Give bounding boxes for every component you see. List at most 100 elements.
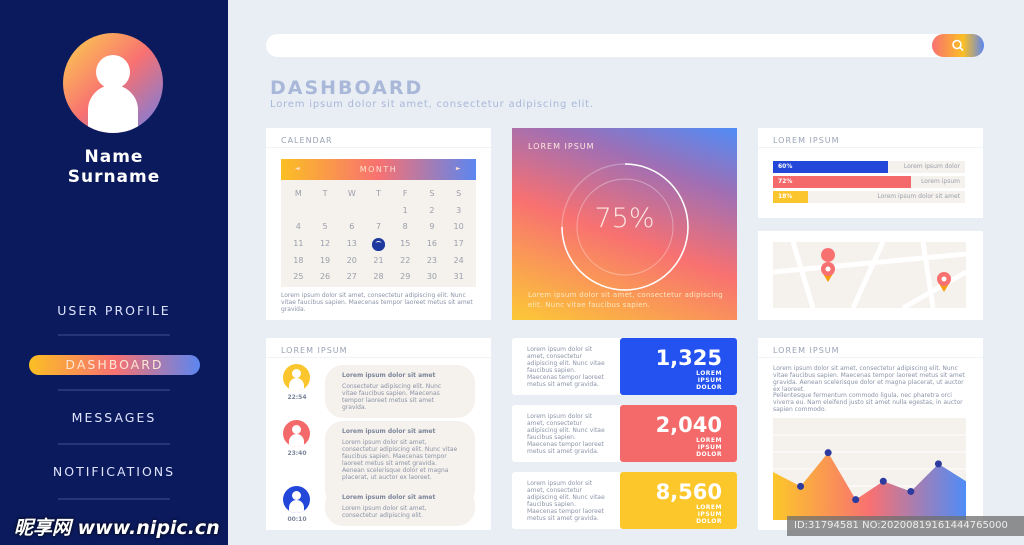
stat-card: Lorem ipsum dolor sit amet, consectetur … — [512, 405, 737, 462]
calendar-empty — [338, 204, 365, 219]
calendar-day[interactable]: 30 — [426, 272, 438, 282]
message-body: Consectetur adipiscing elit. Nunc vitae … — [342, 383, 442, 411]
calendar-day[interactable]: 31 — [453, 272, 464, 282]
calendar-empty — [285, 204, 312, 219]
message-heading: Lorem ipsum dolor sit amet — [342, 372, 436, 379]
calendar-day[interactable]: 29 — [400, 272, 411, 282]
progress-fill: 18% — [773, 191, 808, 203]
stat-value: 8,560 — [655, 480, 722, 504]
calendar-day[interactable]: 24 — [453, 255, 464, 265]
map[interactable] — [773, 242, 966, 308]
calendar-day[interactable]: 8 — [402, 222, 408, 232]
gauge-value: 75% — [594, 203, 655, 234]
calendar-day[interactable]: 14 — [365, 237, 392, 252]
search-button[interactable] — [932, 34, 984, 57]
calendar-day[interactable]: 2 — [429, 205, 435, 215]
progress-fill: 60% — [773, 161, 889, 173]
stat-box[interactable]: 2,040 LOREM IPSUM DOLOR — [620, 405, 737, 462]
message-bubble[interactable]: Lorem ipsum dolor sit amet Consectetur ad… — [325, 365, 475, 418]
calendar-day[interactable]: 26 — [319, 272, 331, 282]
calendar-day[interactable]: 25 — [293, 272, 304, 282]
calendar-day[interactable]: 1 — [402, 205, 408, 215]
divider — [58, 498, 170, 500]
prev-month-button[interactable]: ◄ — [295, 165, 302, 172]
calendar-day[interactable]: 18 — [293, 255, 304, 265]
message-avatar[interactable] — [283, 486, 310, 513]
message-body: Lorem ipsum dolor sit amet, consectetur … — [342, 505, 427, 519]
stat-value: 1,325 — [655, 346, 722, 370]
calendar-day[interactable]: 4 — [295, 222, 301, 232]
search-input[interactable] — [266, 34, 984, 57]
card-title: LOREM IPSUM — [266, 338, 491, 358]
data-point — [934, 460, 942, 468]
map-pin-icon[interactable] — [937, 272, 951, 292]
weekday-label: T — [376, 189, 381, 198]
calendar-day[interactable]: 10 — [453, 222, 464, 232]
map-pin-icon[interactable] — [821, 248, 836, 282]
calendar-day[interactable]: 9 — [429, 222, 435, 232]
stat-text: Lorem ipsum dolor sit amet, consectetur … — [527, 480, 605, 522]
progress-card: LOREM IPSUM 60% Lorem ipsum dolor 72% Lorem… — [758, 128, 983, 218]
data-point — [797, 482, 805, 490]
data-point — [852, 496, 860, 504]
calendar-day[interactable]: 13 — [346, 238, 357, 248]
calendar-day[interactable]: 23 — [426, 255, 438, 265]
message-avatar[interactable] — [283, 364, 310, 391]
stat-card: Lorem ipsum dolor sit amet, consectetur … — [512, 338, 737, 395]
sidebar-item-messages[interactable]: MESSAGES — [71, 410, 157, 425]
message-avatar[interactable] — [283, 420, 310, 447]
calendar-day[interactable]: 6 — [349, 222, 355, 232]
progress-label: Lorem ipsum — [921, 178, 960, 185]
card-title: CALENDAR — [266, 128, 491, 148]
next-month-button[interactable]: ► — [455, 165, 462, 172]
message-time: 23:40 — [287, 450, 307, 457]
calendar-day[interactable]: 22 — [400, 255, 411, 265]
chart-card: LOREM IPSUM Lorem ipsum dolor sit amet, … — [758, 338, 983, 530]
stat-value: 2,040 — [655, 413, 722, 437]
calendar-day[interactable]: 28 — [373, 272, 384, 282]
stat-box[interactable]: 1,325 LOREM IPSUM DOLOR — [620, 338, 737, 395]
data-point — [879, 477, 887, 485]
calendar-day[interactable]: 7 — [375, 222, 382, 232]
calendar-day[interactable]: 27 — [346, 272, 357, 282]
calendar-card: CALENDAR ◄ MONTH ► M T W T F S S 1 2 3 4 5 6 7 8 9 10 11 1… — [266, 128, 491, 320]
calendar-day[interactable]: 21 — [373, 255, 384, 265]
calendar-day[interactable]: 3 — [456, 205, 462, 215]
page-title: DASHBOARD — [270, 77, 424, 99]
user-name: Name Surname — [67, 147, 161, 187]
watermark-logo: 昵享网 www.nipic.cn — [14, 517, 220, 539]
calendar-day[interactable]: 17 — [453, 238, 464, 248]
stat-card: Lorem ipsum dolor sit amet, consectetur … — [512, 472, 737, 529]
message-time: 22:54 — [287, 394, 307, 401]
calendar-day[interactable]: 20 — [346, 255, 357, 265]
sidebar-item-user-profile[interactable]: USER PROFILE — [57, 303, 171, 318]
stat-text: Lorem ipsum dolor sit amet, consectetur … — [527, 346, 605, 388]
sidebar-item-notifications[interactable]: NOTIFICATIONS — [52, 464, 176, 479]
progress-label: Lorem ipsum dolor sit amet — [877, 193, 960, 200]
progress-bar: 18% Lorem ipsum dolor sit amet — [773, 191, 965, 203]
page-subtitle: Lorem ipsum dolor sit amet, consectetur … — [270, 99, 594, 110]
chart-text-2: Pellentesque fermentum commodo ligula, n… — [773, 392, 963, 413]
calendar-day[interactable]: 15 — [400, 238, 411, 248]
stat-box[interactable]: 8,560 LOREM IPSUM DOLOR — [620, 472, 737, 529]
progress-bar: 60% Lorem ipsum dolor — [773, 161, 965, 173]
calendar-day[interactable]: 12 — [319, 238, 331, 248]
calendar-day[interactable]: 19 — [319, 255, 331, 265]
calendar-day[interactable]: 11 — [293, 238, 304, 248]
month-label: MONTH — [359, 165, 398, 174]
message-time: 00:10 — [287, 516, 307, 523]
message-heading: Lorem ipsum dolor sit amet — [342, 494, 436, 501]
weekday-label: F — [402, 189, 408, 198]
sidebar: Name Surname USER PROFILE DASHBOARD MESSA… — [0, 0, 228, 545]
area-chart — [773, 418, 966, 520]
calendar-day[interactable]: 16 — [426, 238, 438, 248]
sidebar-item-dashboard[interactable]: DASHBOARD — [29, 355, 200, 375]
message-bubble[interactable]: Lorem ipsum dolor sit amet Lorem ipsum do… — [325, 487, 475, 526]
calendar-day[interactable]: 5 — [322, 222, 328, 232]
message-heading: Lorem ipsum dolor sit amet — [342, 428, 436, 435]
card-title: LOREM IPSUM — [528, 142, 595, 151]
progress-label: Lorem ipsum dolor — [903, 163, 960, 170]
chart-text-1: Lorem ipsum dolor sit amet, consectetur … — [773, 365, 965, 393]
gauge-progress-arc — [561, 163, 689, 291]
avatar[interactable] — [63, 33, 163, 133]
